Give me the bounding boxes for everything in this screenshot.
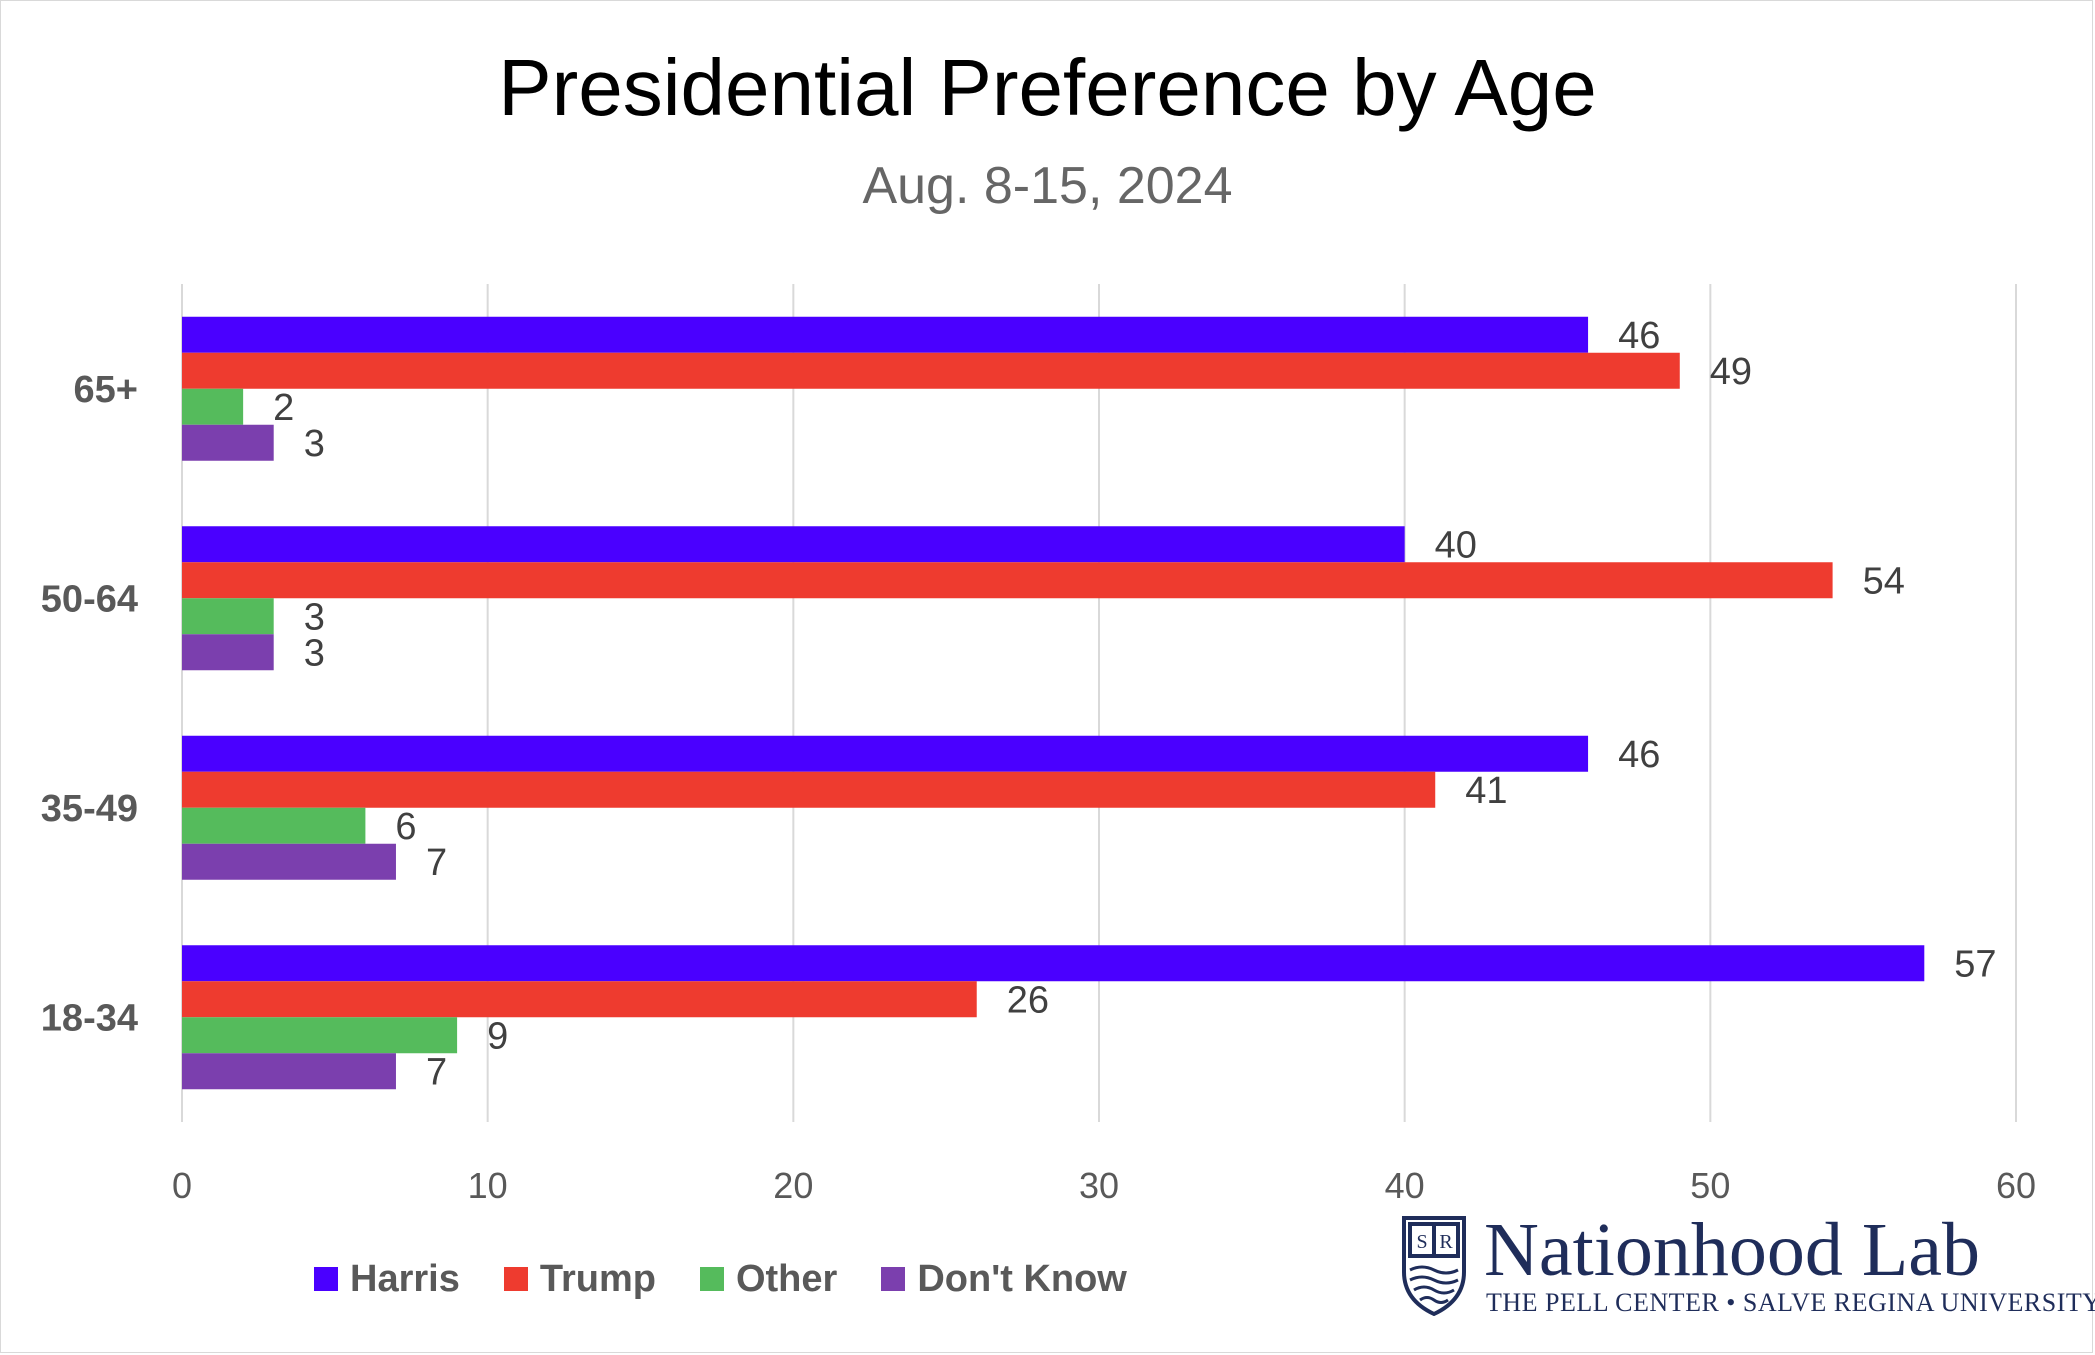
bar xyxy=(182,562,1833,599)
category-label: 50-64 xyxy=(41,578,138,620)
chart-title: Presidential Preference by Age xyxy=(498,43,1597,132)
data-label: 26 xyxy=(1007,979,1049,1021)
bar xyxy=(182,807,366,844)
legend-item-dont-know: Don't Know xyxy=(881,1260,1127,1298)
logo-name: Nationhood Lab xyxy=(1484,1208,1981,1292)
data-label: 9 xyxy=(487,1015,508,1057)
legend-item-other: Other xyxy=(699,1258,838,1300)
x-tick-label: 60 xyxy=(1996,1165,2036,1206)
legend-item-harris: Harris xyxy=(314,1260,460,1298)
data-label: 6 xyxy=(395,806,416,848)
shield-letter-s: S xyxy=(1416,1231,1427,1253)
bar xyxy=(182,771,1436,808)
x-tick-label: 0 xyxy=(172,1165,192,1206)
data-label: 7 xyxy=(426,1051,447,1093)
logo-tagline: THE PELL CENTER • SALVE REGINA UNIVERSIT… xyxy=(1486,1288,2095,1317)
bar xyxy=(182,352,1680,389)
chart-subtitle: Aug. 8-15, 2024 xyxy=(862,157,1233,215)
legend-swatch-dont-know xyxy=(881,1267,906,1291)
legend-swatch-harris xyxy=(314,1267,338,1291)
bar xyxy=(182,598,274,635)
bar xyxy=(182,424,274,461)
bar xyxy=(182,1017,458,1054)
bar xyxy=(182,945,1925,982)
chart-legend: Harris Trump Other Don't Know xyxy=(314,1260,1127,1298)
x-tick-label: 10 xyxy=(468,1165,508,1206)
legend-label-harris: Harris xyxy=(350,1258,460,1300)
x-tick-label: 50 xyxy=(1690,1165,1730,1206)
shield-icon: S R xyxy=(1402,1216,1466,1316)
legend-swatch-other xyxy=(699,1267,724,1291)
x-tick-label: 40 xyxy=(1385,1165,1425,1206)
bar xyxy=(182,981,977,1018)
bar xyxy=(182,388,244,425)
bar xyxy=(182,735,1589,772)
legend-item-trump: Trump xyxy=(503,1258,656,1300)
nationhood-lab-logo: S R Nationhood Lab THE PELL CENTER • SAL… xyxy=(1400,1208,2095,1322)
data-label: 46 xyxy=(1618,734,1660,776)
bar xyxy=(182,843,396,880)
data-label: 49 xyxy=(1710,351,1752,393)
data-label: 3 xyxy=(304,632,325,674)
data-label: 54 xyxy=(1863,560,1905,602)
legend-label-trump: Trump xyxy=(539,1258,656,1300)
bar xyxy=(182,526,1405,563)
category-label: 18-34 xyxy=(41,997,138,1039)
bar xyxy=(182,316,1589,353)
data-label: 3 xyxy=(304,423,325,465)
data-label: 40 xyxy=(1435,524,1477,566)
shield-letter-r: R xyxy=(1439,1231,1453,1253)
data-label: 3 xyxy=(304,596,325,638)
data-label: 46 xyxy=(1618,315,1660,357)
legend-label-other: Other xyxy=(735,1258,838,1300)
category-label: 65+ xyxy=(74,369,138,411)
data-label: 2 xyxy=(273,387,294,429)
x-tick-label: 20 xyxy=(773,1165,813,1206)
legend-label-dont-know: Don't Know xyxy=(917,1258,1127,1300)
data-label: 7 xyxy=(426,842,447,884)
x-tick-label: 30 xyxy=(1079,1165,1119,1206)
bar xyxy=(182,634,274,671)
legend-swatch-trump xyxy=(503,1267,528,1291)
data-label: 41 xyxy=(1465,770,1507,812)
bar xyxy=(182,1053,396,1090)
category-label: 35-49 xyxy=(41,788,138,830)
data-label: 57 xyxy=(1954,943,1996,985)
